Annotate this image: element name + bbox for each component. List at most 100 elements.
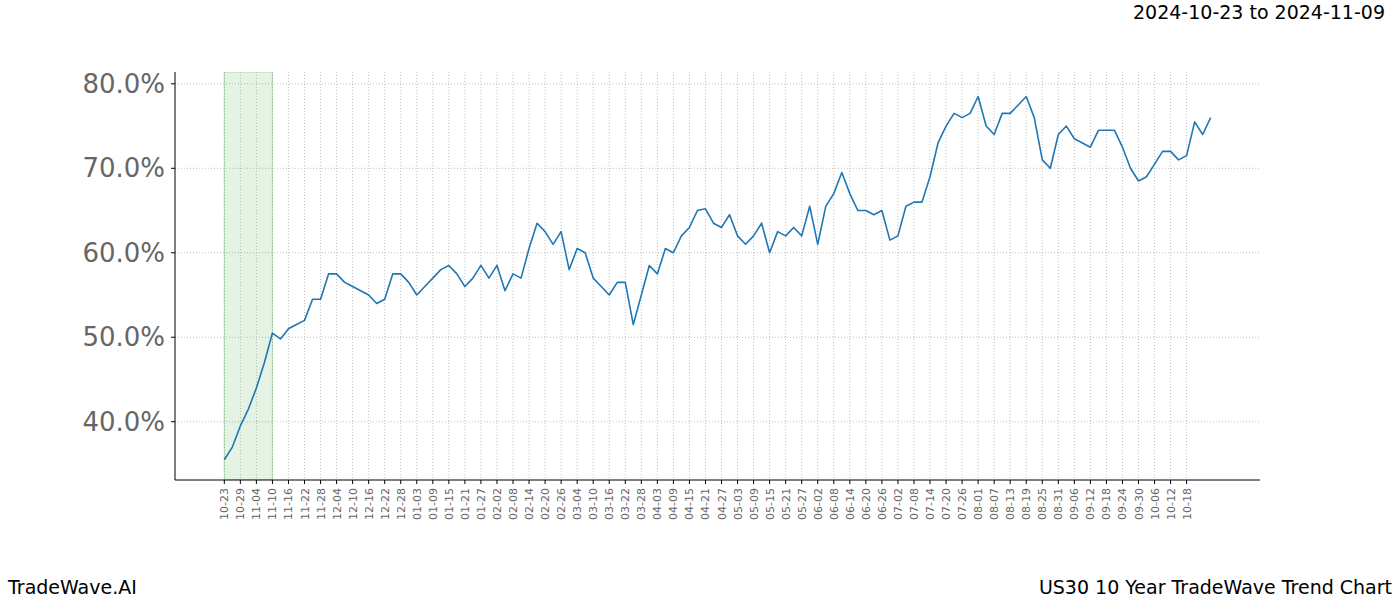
y-tick-label: 50.0%	[82, 322, 165, 352]
x-tick-label: 06-14	[844, 488, 857, 520]
x-tick	[336, 480, 337, 484]
x-grid-line	[817, 72, 818, 480]
x-tick	[625, 480, 626, 484]
x-tick-label: 12-04	[331, 488, 344, 520]
x-tick-label: 12-10	[347, 488, 360, 520]
x-grid-line	[753, 72, 754, 480]
x-grid-line	[384, 72, 385, 480]
x-tick-label: 05-15	[764, 488, 777, 520]
x-grid-line	[448, 72, 449, 480]
x-tick-label: 09-24	[1116, 488, 1129, 520]
y-tick	[171, 337, 175, 338]
x-grid-line	[496, 72, 497, 480]
chart: 40.0%50.0%60.0%70.0%80.0%10-2310-2911-04…	[0, 0, 1400, 600]
x-tick-label: 08-25	[1036, 488, 1049, 520]
plot-area	[224, 72, 1210, 480]
x-tick-label: 01-03	[411, 488, 424, 520]
x-tick-label: 01-09	[427, 488, 440, 520]
x-tick-label: 05-21	[780, 488, 793, 520]
x-tick-label: 06-20	[860, 488, 873, 520]
x-tick-label: 02-02	[491, 488, 504, 520]
x-grid-line	[801, 72, 802, 480]
y-tick	[171, 168, 175, 169]
x-tick-label: 09-18	[1100, 488, 1113, 520]
x-tick	[496, 480, 497, 484]
x-grid-line	[881, 72, 882, 480]
x-tick	[721, 480, 722, 484]
x-tick	[1170, 480, 1171, 484]
x-tick-label: 05-03	[732, 488, 745, 520]
x-grid-line	[609, 72, 610, 480]
x-tick-label: 02-14	[523, 488, 536, 520]
x-tick	[320, 480, 321, 484]
x-tick	[897, 480, 898, 484]
x-tick-label: 11-04	[250, 488, 263, 520]
x-tick	[946, 480, 947, 484]
x-tick	[849, 480, 850, 484]
x-grid-line	[368, 72, 369, 480]
x-tick	[801, 480, 802, 484]
y-axis-line	[175, 72, 176, 480]
x-tick-label: 03-10	[587, 488, 600, 520]
x-tick	[913, 480, 914, 484]
x-grid-line	[304, 72, 305, 480]
x-tick-label: 05-27	[796, 488, 809, 520]
x-grid-line	[962, 72, 963, 480]
x-tick	[464, 480, 465, 484]
x-tick	[705, 480, 706, 484]
x-tick	[400, 480, 401, 484]
x-tick-label: 06-08	[828, 488, 841, 520]
x-tick	[978, 480, 979, 484]
x-tick	[593, 480, 594, 484]
y-grid-line	[175, 421, 1260, 422]
x-tick	[1106, 480, 1107, 484]
x-tick-label: 03-28	[635, 488, 648, 520]
x-tick-label: 02-20	[539, 488, 552, 520]
x-grid-line	[865, 72, 866, 480]
x-tick-label: 10-06	[1149, 488, 1162, 520]
x-grid-line	[946, 72, 947, 480]
x-grid-line	[577, 72, 578, 480]
x-tick-label: 11-16	[282, 488, 295, 520]
x-tick	[962, 480, 963, 484]
x-tick-label: 07-08	[908, 488, 921, 520]
x-grid-line	[785, 72, 786, 480]
x-tick	[689, 480, 690, 484]
x-tick	[994, 480, 995, 484]
x-tick	[1122, 480, 1123, 484]
x-tick-label: 01-27	[475, 488, 488, 520]
x-grid-line	[480, 72, 481, 480]
x-tick	[1042, 480, 1043, 484]
x-tick-label: 04-09	[667, 488, 680, 520]
y-grid-line	[175, 168, 1260, 169]
x-tick-label: 10-18	[1181, 488, 1194, 520]
x-grid-line	[288, 72, 289, 480]
x-tick-label: 03-04	[571, 488, 584, 520]
x-tick	[1090, 480, 1091, 484]
x-tick	[769, 480, 770, 484]
x-tick-label: 04-15	[683, 488, 696, 520]
x-grid-line	[1010, 72, 1011, 480]
x-tick	[1186, 480, 1187, 484]
x-tick	[673, 480, 674, 484]
x-tick-label: 06-02	[812, 488, 825, 520]
x-tick	[817, 480, 818, 484]
x-tick-label: 10-12	[1165, 488, 1178, 520]
y-tick	[171, 83, 175, 84]
x-grid-line	[1106, 72, 1107, 480]
x-tick	[480, 480, 481, 484]
x-tick	[240, 480, 241, 484]
x-grid-line	[913, 72, 914, 480]
highlight-band	[224, 72, 272, 480]
y-tick	[171, 252, 175, 253]
x-grid-line	[721, 72, 722, 480]
x-tick	[224, 480, 225, 484]
x-tick	[448, 480, 449, 484]
x-axis-line	[175, 480, 1260, 481]
x-tick-label: 08-01	[972, 488, 985, 520]
x-grid-line	[930, 72, 931, 480]
x-tick-label: 03-16	[603, 488, 616, 520]
x-tick	[529, 480, 530, 484]
y-grid-line	[175, 337, 1260, 338]
x-tick-label: 04-27	[716, 488, 729, 520]
